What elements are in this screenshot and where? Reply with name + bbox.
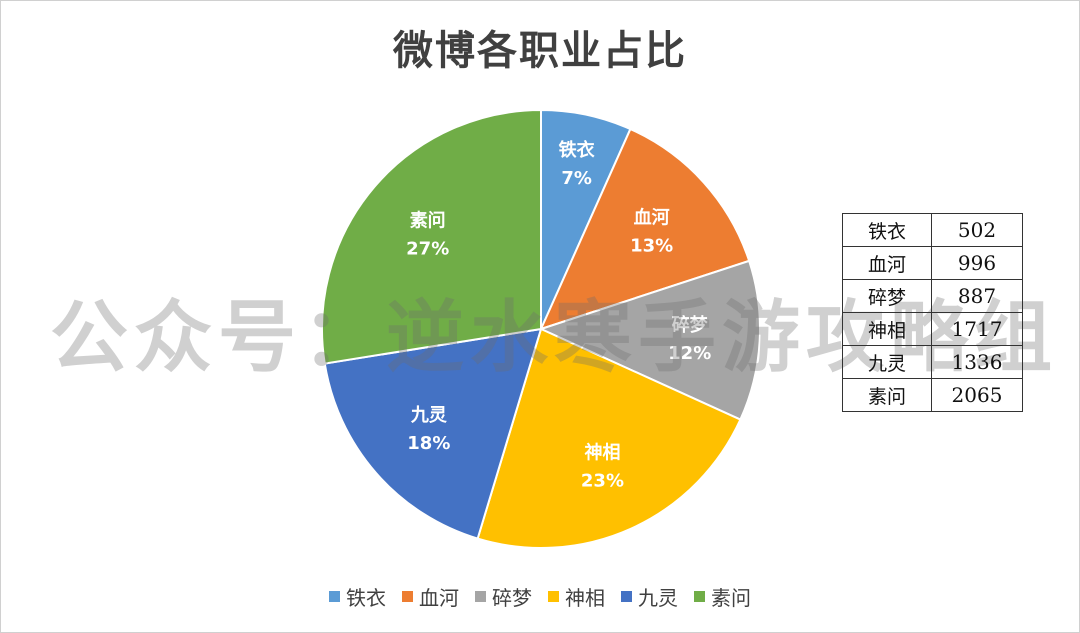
data-table: 铁衣 502 血河 996 碎梦 887 神相 1717 九灵 1336 素问 2065 <box>842 213 1023 412</box>
slice-label-category-3: 碎梦 <box>672 314 709 336</box>
pie-labels: 铁衣 7% 血河 13% 碎梦 12% 神相 23% 九灵 18% 素问 27% <box>406 139 711 492</box>
slice-label-category-2: 血河 <box>634 206 670 228</box>
legend-item: 九灵 <box>621 582 678 611</box>
table-row: 铁衣 502 <box>842 213 1023 247</box>
slice-label-percent-4: 23% <box>581 471 624 492</box>
slice-label-category-6: 素问 <box>410 210 446 231</box>
slice-label-percent-5: 18% <box>407 433 450 454</box>
slice-label-percent-1: 7% <box>561 168 592 189</box>
legend-label: 血河 <box>419 586 459 610</box>
table-row: 神相 1717 <box>842 312 1023 346</box>
legend-swatch <box>402 591 413 602</box>
legend-swatch <box>475 591 486 602</box>
legend-label: 铁衣 <box>346 586 386 610</box>
table-cell-value: 1336 <box>931 345 1023 379</box>
table-cell-name: 素问 <box>842 378 932 412</box>
pie-slice-3 <box>538 259 761 421</box>
pie-slice-6 <box>321 108 542 365</box>
legend-swatch <box>694 591 705 602</box>
slice-label-percent-3: 12% <box>668 343 711 364</box>
pie-slice-4 <box>476 327 742 549</box>
slice-label-percent-2: 13% <box>630 235 673 256</box>
legend-item: 血河 <box>402 582 459 611</box>
table-row: 素问 2065 <box>842 378 1023 412</box>
chart-title: 微博各职业占比 <box>393 28 687 74</box>
legend-label: 素问 <box>711 586 751 610</box>
table-cell-name: 九灵 <box>842 345 932 379</box>
table-cell-name: 血河 <box>842 246 932 280</box>
legend-label: 碎梦 <box>492 586 532 610</box>
slice-label-category-5: 九灵 <box>410 405 448 426</box>
legend-label: 九灵 <box>638 586 678 610</box>
legend: 铁衣 血河 碎梦 神相 九灵 素问 <box>0 582 1080 611</box>
table-cell-name: 碎梦 <box>842 279 932 313</box>
table-cell-name: 铁衣 <box>842 213 932 247</box>
legend-swatch <box>548 591 559 602</box>
table-row: 血河 996 <box>842 246 1023 280</box>
legend-label: 神相 <box>565 586 605 610</box>
legend-item: 铁衣 <box>329 582 386 611</box>
table-cell-value: 502 <box>931 213 1023 247</box>
legend-swatch <box>621 591 632 602</box>
table-cell-name: 神相 <box>842 312 932 346</box>
table-cell-value: 1717 <box>931 312 1023 346</box>
table-cell-value: 996 <box>931 246 1023 280</box>
legend-swatch <box>329 591 340 602</box>
table-cell-value: 887 <box>931 279 1023 313</box>
slice-label-percent-6: 27% <box>406 238 449 259</box>
pie-slice-2 <box>539 127 751 331</box>
slice-label-category-4: 神相 <box>584 442 620 464</box>
table-cell-value: 2065 <box>931 378 1023 412</box>
legend-item: 碎梦 <box>475 582 532 611</box>
table-row: 九灵 1336 <box>842 345 1023 379</box>
legend-item: 素问 <box>694 582 751 611</box>
pie-slices <box>321 108 761 549</box>
table-row: 碎梦 887 <box>842 279 1023 313</box>
slice-label-category-1: 铁衣 <box>559 139 595 161</box>
pie-slice-5 <box>323 327 543 540</box>
legend-item: 神相 <box>548 582 605 611</box>
